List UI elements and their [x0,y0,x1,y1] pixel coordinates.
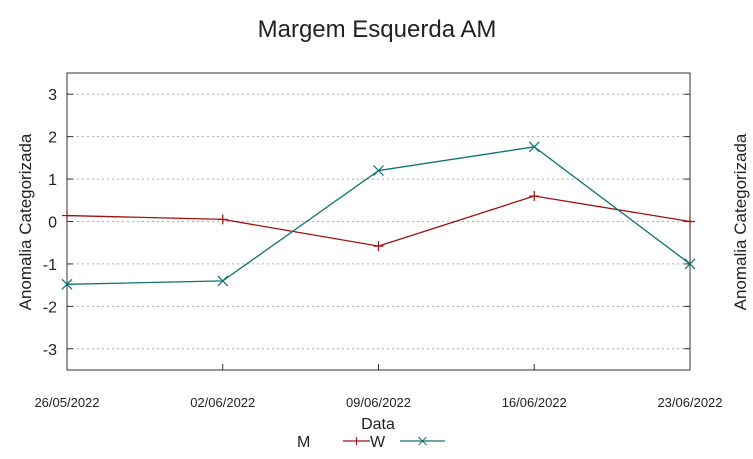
x-tick-label: 09/06/2022 [346,395,411,410]
plus-marker [217,214,228,225]
legend-label: M [297,434,310,451]
plus-marker [62,210,72,221]
y-tick-label: -3 [43,342,57,359]
y-tick-label: 0 [48,215,57,232]
series-W [61,141,696,290]
x-tick-label: 23/06/2022 [657,395,722,410]
cross-marker [418,436,427,446]
y2-axis-label: Anomalia Categorizada [731,133,750,310]
x-tick-label: 02/06/2022 [190,395,255,410]
y-tick-label: 2 [48,130,57,147]
plus-marker [373,241,384,252]
cross-marker [528,141,540,153]
cross-marker [684,258,696,270]
y-axis-label: Anomalia Categorizada [16,133,35,310]
cross-marker [373,165,384,177]
series-M [62,191,695,252]
cross-marker [217,275,229,287]
y-tick-label: 3 [48,87,57,104]
x-tick-label: 26/05/2022 [34,395,99,410]
x-tick-label: 16/06/2022 [502,395,567,410]
x-axis-label: Data [361,416,395,433]
legend-label: W [370,434,386,451]
y-tick-label: 1 [48,172,57,189]
plus-marker [685,216,695,227]
cross-marker [61,278,73,290]
y-tick-label: -2 [43,299,57,316]
plus-marker [529,191,540,202]
chart-title: Margem Esquerda AM [258,16,497,43]
y-tick-label: -1 [43,257,57,274]
